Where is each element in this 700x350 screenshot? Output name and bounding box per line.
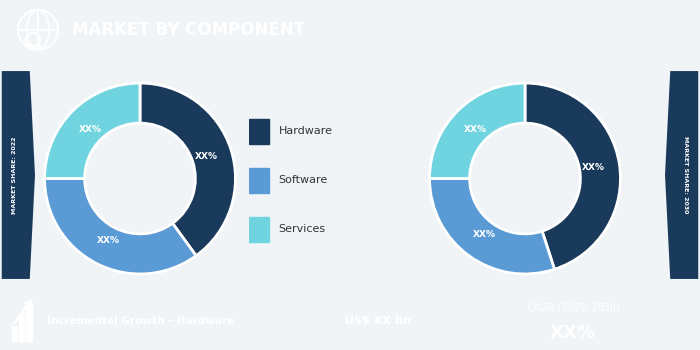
Wedge shape	[140, 83, 235, 256]
Text: CAGR (2022–2030): CAGR (2022–2030)	[526, 302, 620, 312]
Bar	[248, 119, 269, 144]
Text: MARKET SHARE: 2022: MARKET SHARE: 2022	[12, 136, 18, 214]
Text: MARKET SHARE: 2030: MARKET SHARE: 2030	[682, 136, 688, 214]
Polygon shape	[1, 71, 35, 279]
Text: Services: Services	[279, 224, 326, 234]
Bar	[248, 168, 269, 193]
Wedge shape	[430, 83, 525, 178]
Wedge shape	[525, 83, 620, 269]
Text: US$ XX Bn: US$ XX Bn	[345, 316, 411, 327]
Wedge shape	[45, 83, 140, 178]
Wedge shape	[430, 178, 554, 274]
Wedge shape	[45, 178, 196, 274]
Text: XX%: XX%	[473, 230, 496, 239]
Text: XX%: XX%	[79, 125, 102, 134]
Text: Incremental Growth – Hardware: Incremental Growth – Hardware	[47, 316, 235, 327]
Text: Software: Software	[279, 175, 328, 185]
Polygon shape	[665, 71, 699, 279]
Text: XX%: XX%	[582, 163, 606, 172]
Text: Hardware: Hardware	[279, 126, 332, 136]
Text: XX%: XX%	[97, 236, 120, 245]
Bar	[248, 217, 269, 241]
Text: XX%: XX%	[195, 153, 218, 161]
Bar	[19, 314, 24, 341]
Bar	[27, 302, 31, 341]
Text: XX%: XX%	[550, 324, 596, 342]
Text: XX%: XX%	[464, 125, 487, 134]
Text: MARKET BY COMPONENT: MARKET BY COMPONENT	[72, 21, 305, 39]
Bar	[12, 326, 17, 341]
